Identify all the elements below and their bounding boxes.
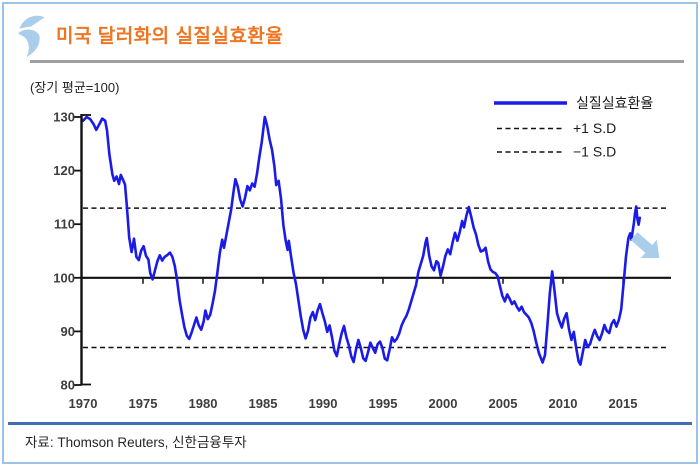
y-axis-labels: 80 90 100 110 120 130 bbox=[53, 110, 75, 393]
title-divider bbox=[30, 60, 684, 63]
reer-series-line bbox=[81, 115, 642, 366]
y-tick-label: 80 bbox=[61, 378, 75, 393]
x-tick-label: 1990 bbox=[309, 396, 338, 411]
x-tick-label: 2015 bbox=[609, 396, 638, 411]
page-title: 미국 달러화의 실질실효환율 bbox=[56, 26, 284, 47]
x-axis-labels: 1970 1975 1980 1985 1990 1995 2000 2005 2010 2015 bbox=[69, 396, 638, 411]
x-tick-label: 1985 bbox=[249, 396, 278, 411]
trend-down-arrow-icon bbox=[630, 232, 660, 259]
y-axis bbox=[74, 114, 91, 386]
y-tick-label: 110 bbox=[54, 217, 75, 232]
x-tick-label: 2010 bbox=[549, 396, 578, 411]
y-tick-label: 120 bbox=[53, 163, 75, 178]
x-tick-label: 2005 bbox=[489, 396, 518, 411]
x-tick-label: 1995 bbox=[369, 396, 398, 411]
axis-unit-note: (장기 평균=100) bbox=[30, 80, 120, 95]
y-tick-label: 90 bbox=[61, 324, 75, 339]
legend-label-reer: 실질실효환율 bbox=[576, 95, 653, 111]
x-tick-label: 1980 bbox=[189, 396, 218, 411]
y-tick-label: 130 bbox=[53, 110, 75, 125]
legend: 실질실효환율 +1 S.D −1 S.D bbox=[494, 95, 653, 160]
legend-label-minus1sd: −1 S.D bbox=[573, 144, 616, 160]
x-tick-label: 1975 bbox=[129, 396, 158, 411]
x-tick-label: 1970 bbox=[69, 396, 98, 411]
footer-divider bbox=[8, 422, 692, 425]
legend-label-plus1sd: +1 S.D bbox=[573, 120, 616, 136]
y-tick-label: 100 bbox=[53, 270, 75, 285]
reference-lines bbox=[81, 207, 671, 349]
shinhan-bird-logo-icon bbox=[18, 15, 45, 57]
x-tick-label: 2000 bbox=[429, 396, 458, 411]
source-note: 자료: Thomson Reuters, 신한금융투자 bbox=[25, 435, 247, 450]
series-layer bbox=[81, 115, 642, 366]
